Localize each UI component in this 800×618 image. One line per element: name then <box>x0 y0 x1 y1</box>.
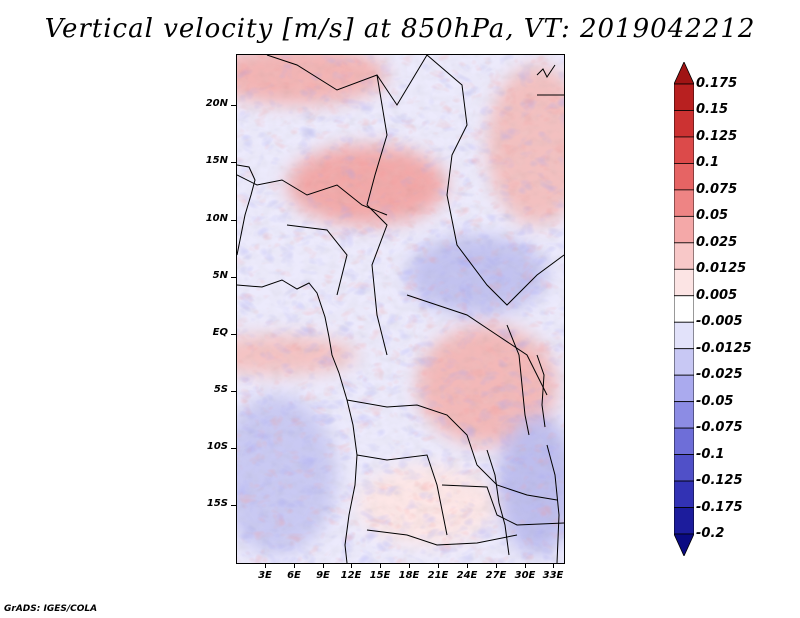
colorbar-segment <box>673 427 695 455</box>
colorbar-label: 0.05 <box>696 208 729 223</box>
colorbar-label: 0.1 <box>696 155 720 170</box>
x-tick-label: 12E <box>340 570 362 581</box>
y-tick-mark <box>231 105 236 106</box>
colorbar-segment <box>673 374 695 403</box>
x-tick-mark <box>265 563 266 568</box>
colorbar-label: -0.1 <box>696 447 725 462</box>
colorbar-label: 0.125 <box>696 129 738 144</box>
colorbar-bar <box>673 61 695 557</box>
colorbar-label: -0.075 <box>696 420 743 435</box>
x-tick-mark <box>438 563 439 568</box>
colorbar-segment <box>673 321 695 350</box>
colorbar-segment <box>673 83 695 111</box>
y-tick-mark <box>231 334 236 335</box>
x-tick-label: 18E <box>398 570 420 581</box>
x-tick-mark <box>496 563 497 568</box>
x-tick-label: 3E <box>258 570 272 581</box>
colorbar-top-arrow <box>673 61 695 85</box>
colorbar-label: -0.025 <box>696 367 743 382</box>
colorbar-label: -0.175 <box>696 500 743 515</box>
colorbar <box>673 61 695 557</box>
x-tick-label: 15E <box>369 570 391 581</box>
y-tick-label: EQ <box>212 327 228 338</box>
coastline-boundaries <box>237 55 564 563</box>
x-tick-mark <box>323 563 324 568</box>
colorbar-segment <box>673 163 695 191</box>
colorbar-label: -0.05 <box>696 394 734 409</box>
colorbar-label: 0.025 <box>696 235 738 250</box>
colorbar-label: -0.0125 <box>696 341 752 356</box>
colorbar-segment <box>673 480 695 508</box>
velocity-field-map <box>237 55 564 563</box>
x-tick-mark <box>467 563 468 568</box>
colorbar-label: 0.175 <box>696 76 738 91</box>
x-tick-mark <box>409 563 410 568</box>
y-tick-label: 10N <box>205 213 228 224</box>
colorbar-label: -0.2 <box>696 526 725 541</box>
y-tick-label: 5N <box>212 270 228 281</box>
colorbar-label: 0.075 <box>696 182 738 197</box>
colorbar-label: 0.005 <box>696 288 738 303</box>
y-tick-label: 10S <box>206 441 228 452</box>
y-tick-mark <box>231 448 236 449</box>
colorbar-segment <box>673 268 695 297</box>
y-tick-mark <box>231 162 236 163</box>
colorbar-label: -0.125 <box>696 473 743 488</box>
y-tick-mark <box>231 277 236 278</box>
x-tick-label: 9E <box>316 570 330 581</box>
colorbar-segment <box>673 189 695 217</box>
colorbar-bottom-arrow <box>673 533 695 557</box>
y-tick-mark <box>231 391 236 392</box>
colorbar-label: -0.005 <box>696 314 743 329</box>
plot-area <box>236 54 565 564</box>
x-tick-label: 24E <box>456 570 478 581</box>
x-tick-label: 30E <box>514 570 536 581</box>
x-tick-mark <box>351 563 352 568</box>
colorbar-segment <box>673 136 695 164</box>
x-tick-mark <box>553 563 554 568</box>
chart-title: Vertical velocity [m/s] at 850hPa, VT: 2… <box>44 14 756 44</box>
colorbar-segment <box>673 507 695 535</box>
x-tick-mark <box>380 563 381 568</box>
footer-credit: GrADS: IGES/COLA <box>4 604 98 614</box>
y-tick-label: 15S <box>206 498 228 509</box>
colorbar-segment <box>673 242 695 270</box>
colorbar-segment <box>673 401 695 429</box>
x-tick-label: 33E <box>542 570 564 581</box>
y-tick-mark <box>231 505 236 506</box>
y-tick-label: 20N <box>205 98 228 109</box>
y-tick-mark <box>231 220 236 221</box>
x-tick-label: 21E <box>427 570 449 581</box>
colorbar-label: 0.15 <box>696 102 729 117</box>
x-tick-label: 6E <box>287 570 301 581</box>
y-tick-label: 5S <box>213 384 228 395</box>
x-tick-mark <box>525 563 526 568</box>
colorbar-segment <box>673 215 695 244</box>
colorbar-label: 0.0125 <box>696 261 747 276</box>
x-tick-label: 27E <box>485 570 507 581</box>
colorbar-segment <box>673 348 695 376</box>
colorbar-segment <box>673 295 695 323</box>
x-tick-mark <box>294 563 295 568</box>
colorbar-segment <box>673 454 695 482</box>
colorbar-segment <box>673 110 695 138</box>
y-tick-label: 15N <box>205 155 228 166</box>
